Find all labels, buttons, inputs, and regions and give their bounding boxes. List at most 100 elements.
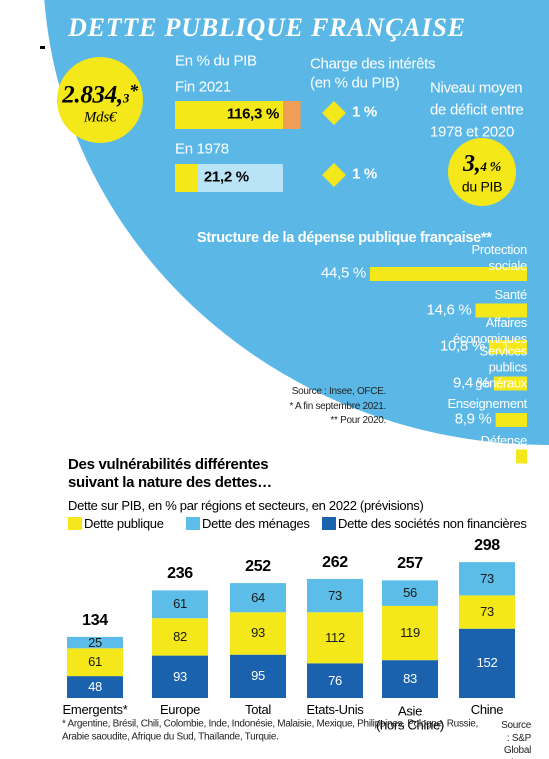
x-tick-label: Emergents* — [62, 702, 128, 718]
legend-swatch — [186, 517, 200, 530]
spending-bar — [475, 303, 527, 318]
stack-segment — [459, 595, 515, 629]
stack-segment — [307, 578, 363, 613]
segment-label: 83 — [403, 670, 417, 686]
source: Source : S&P Global Ratings. — [497, 720, 532, 759]
pib-bar-over — [283, 101, 301, 129]
spending-category: Services publics généraux — [475, 343, 528, 391]
x-tick-label: Europe — [159, 702, 201, 718]
spending-note: ** Pour 2020. — [330, 414, 386, 426]
total-label: 298 — [474, 537, 500, 555]
total-label: 262 — [322, 553, 348, 571]
debt-decimal: 3 — [122, 90, 130, 106]
segment-label: 73 — [480, 570, 494, 586]
stack-segment — [230, 583, 286, 613]
spending-note: Source : Insee, OFCE. — [291, 385, 387, 397]
legend-swatch — [68, 517, 82, 530]
spending-category: Défense — [480, 432, 528, 448]
segment-label: 76 — [328, 672, 342, 688]
pib-heading: En % du PIB — [175, 52, 257, 70]
segment-label: 93 — [251, 625, 265, 641]
chart-title: Des vulnérabilités différentes suivant l… — [68, 456, 272, 491]
segment-label: 112 — [325, 629, 345, 645]
spending-value-label: 3,1 % — [475, 447, 513, 465]
deficit-note: du PIB — [461, 178, 503, 195]
pib-value-label: 116,3 % — [226, 105, 279, 123]
interest-heading: Charge des intérêts (en % du PIB) — [310, 55, 436, 91]
legend-swatch — [322, 517, 336, 530]
spending-bar — [488, 340, 527, 354]
pib-value-label: 21,2 % — [203, 168, 249, 186]
stack-segment — [67, 636, 123, 649]
x-tick-label: Chine — [470, 702, 504, 718]
chart-subtitle: Dette sur PIB, en % par régions et secte… — [68, 497, 424, 513]
stack-segment — [152, 655, 208, 698]
legend-label: Dette publique — [84, 515, 164, 531]
spending-category: Enseignement — [447, 395, 527, 411]
stack-segment — [382, 605, 438, 661]
deficit-circle — [448, 138, 516, 206]
segment-label: 152 — [476, 655, 498, 671]
deficit-decimal: 4 — [480, 159, 487, 174]
segment-label: 73 — [328, 587, 342, 603]
pib-bar-label: En 1978 — [175, 140, 229, 158]
spending-category: Affaires économiques — [452, 314, 527, 346]
stack-segment — [459, 562, 515, 596]
deficit-value: 3,4% — [463, 149, 501, 179]
legend-label: Dette des ménages — [202, 515, 310, 531]
segment-label: 93 — [173, 668, 187, 684]
pib-bar — [175, 101, 283, 129]
background-disc — [44, 0, 549, 445]
segment-label: 64 — [251, 589, 265, 605]
stack-segment — [67, 676, 123, 698]
deficit-heading: Niveau moyen de déficit entre 1978 et 20… — [430, 79, 524, 140]
total-label: 257 — [397, 555, 423, 573]
debt-unit: Mds€ — [83, 109, 117, 126]
segment-label: 56 — [403, 584, 417, 600]
segment-label: 119 — [400, 624, 420, 640]
spending-value-label: 14,6 % — [426, 301, 472, 319]
deficit-main: 3, — [463, 151, 481, 177]
title: DETTE PUBLIQUE FRANÇAISE — [68, 12, 466, 42]
spending-bar — [495, 413, 527, 427]
pib-bar — [175, 164, 198, 192]
interest-diamond — [322, 163, 346, 187]
segment-label: 48 — [88, 678, 102, 694]
debt-value: 2.834,3* — [62, 79, 138, 110]
segment-label: 61 — [88, 654, 102, 670]
total-label: 252 — [245, 558, 271, 576]
segment-label: 61 — [173, 596, 187, 612]
debt-main: 2.834, — [62, 81, 123, 109]
debt-note: * — [129, 80, 138, 101]
segment-label: 82 — [173, 628, 187, 644]
dash — [40, 46, 45, 49]
stack-segment — [230, 654, 286, 698]
x-tick-label: Etats-Unis — [306, 702, 364, 718]
x-tick-label: Total — [245, 702, 271, 718]
spending-title: Structure de la dépense publique françai… — [197, 229, 492, 246]
spending-bar — [516, 449, 527, 464]
pib-bar-label: Fin 2021 — [175, 78, 231, 96]
stack-segment — [382, 660, 438, 698]
spending-bar — [493, 376, 527, 391]
total-label: 134 — [82, 611, 108, 629]
spending-value-label: 10,8 % — [439, 337, 485, 355]
deficit-unit: % — [489, 160, 502, 175]
spending-note: * A fin septembre 2021. — [289, 400, 386, 412]
stack-segment — [230, 612, 286, 655]
spending-bar — [369, 267, 527, 281]
stack-segment — [382, 580, 438, 606]
stack-segment — [307, 612, 363, 664]
spending-value-label: 44,5 % — [321, 264, 366, 282]
spending-value-label: 8,9 % — [454, 410, 492, 428]
segment-label: 73 — [480, 603, 494, 619]
spending-category: Protection sociale — [471, 241, 527, 273]
stack-segment — [152, 618, 208, 656]
x-tick-label: Asie (hors Chine) — [376, 703, 444, 732]
segment-label: 95 — [251, 668, 265, 684]
footnote: * Argentine, Brésil, Chili, Colombie, In… — [62, 718, 479, 743]
stack-segment — [459, 628, 515, 698]
total-label: 236 — [167, 565, 193, 583]
